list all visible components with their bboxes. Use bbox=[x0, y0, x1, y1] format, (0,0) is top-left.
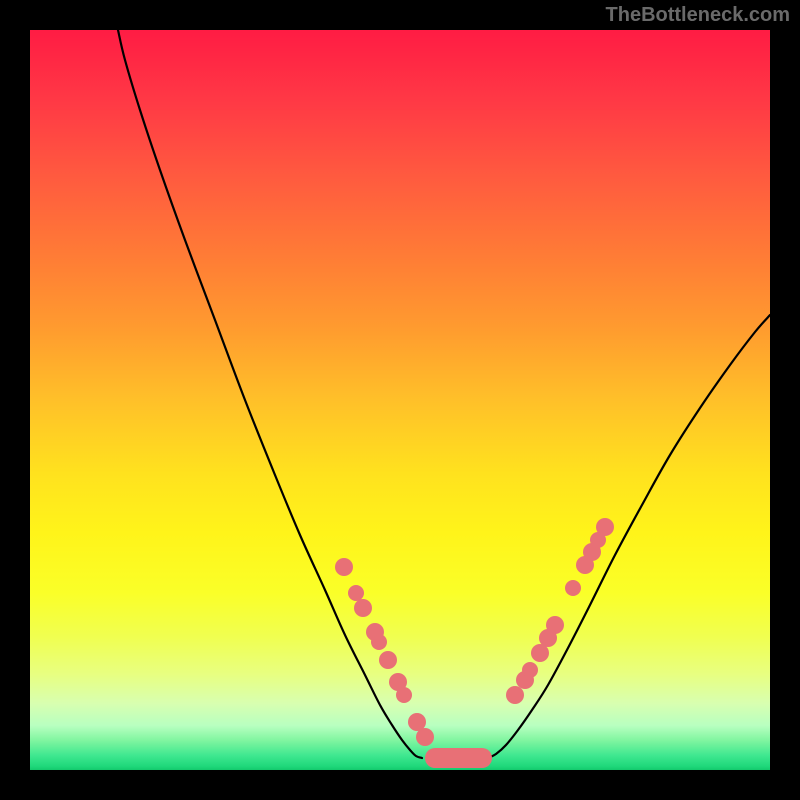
bottom-marker-band bbox=[425, 748, 492, 768]
watermark-text: TheBottleneck.com bbox=[606, 4, 790, 27]
plot-background bbox=[30, 30, 770, 770]
data-marker bbox=[416, 728, 434, 746]
data-marker bbox=[522, 662, 538, 678]
data-marker bbox=[396, 687, 412, 703]
data-marker bbox=[348, 585, 364, 601]
bottleneck-plot bbox=[30, 30, 770, 770]
data-marker bbox=[596, 518, 614, 536]
data-marker bbox=[506, 686, 524, 704]
data-marker bbox=[354, 599, 372, 617]
data-marker bbox=[335, 558, 353, 576]
data-marker bbox=[379, 651, 397, 669]
data-marker bbox=[371, 634, 387, 650]
data-marker bbox=[565, 580, 581, 596]
chart-container: TheBottleneck.com bbox=[0, 0, 800, 800]
data-marker bbox=[546, 616, 564, 634]
